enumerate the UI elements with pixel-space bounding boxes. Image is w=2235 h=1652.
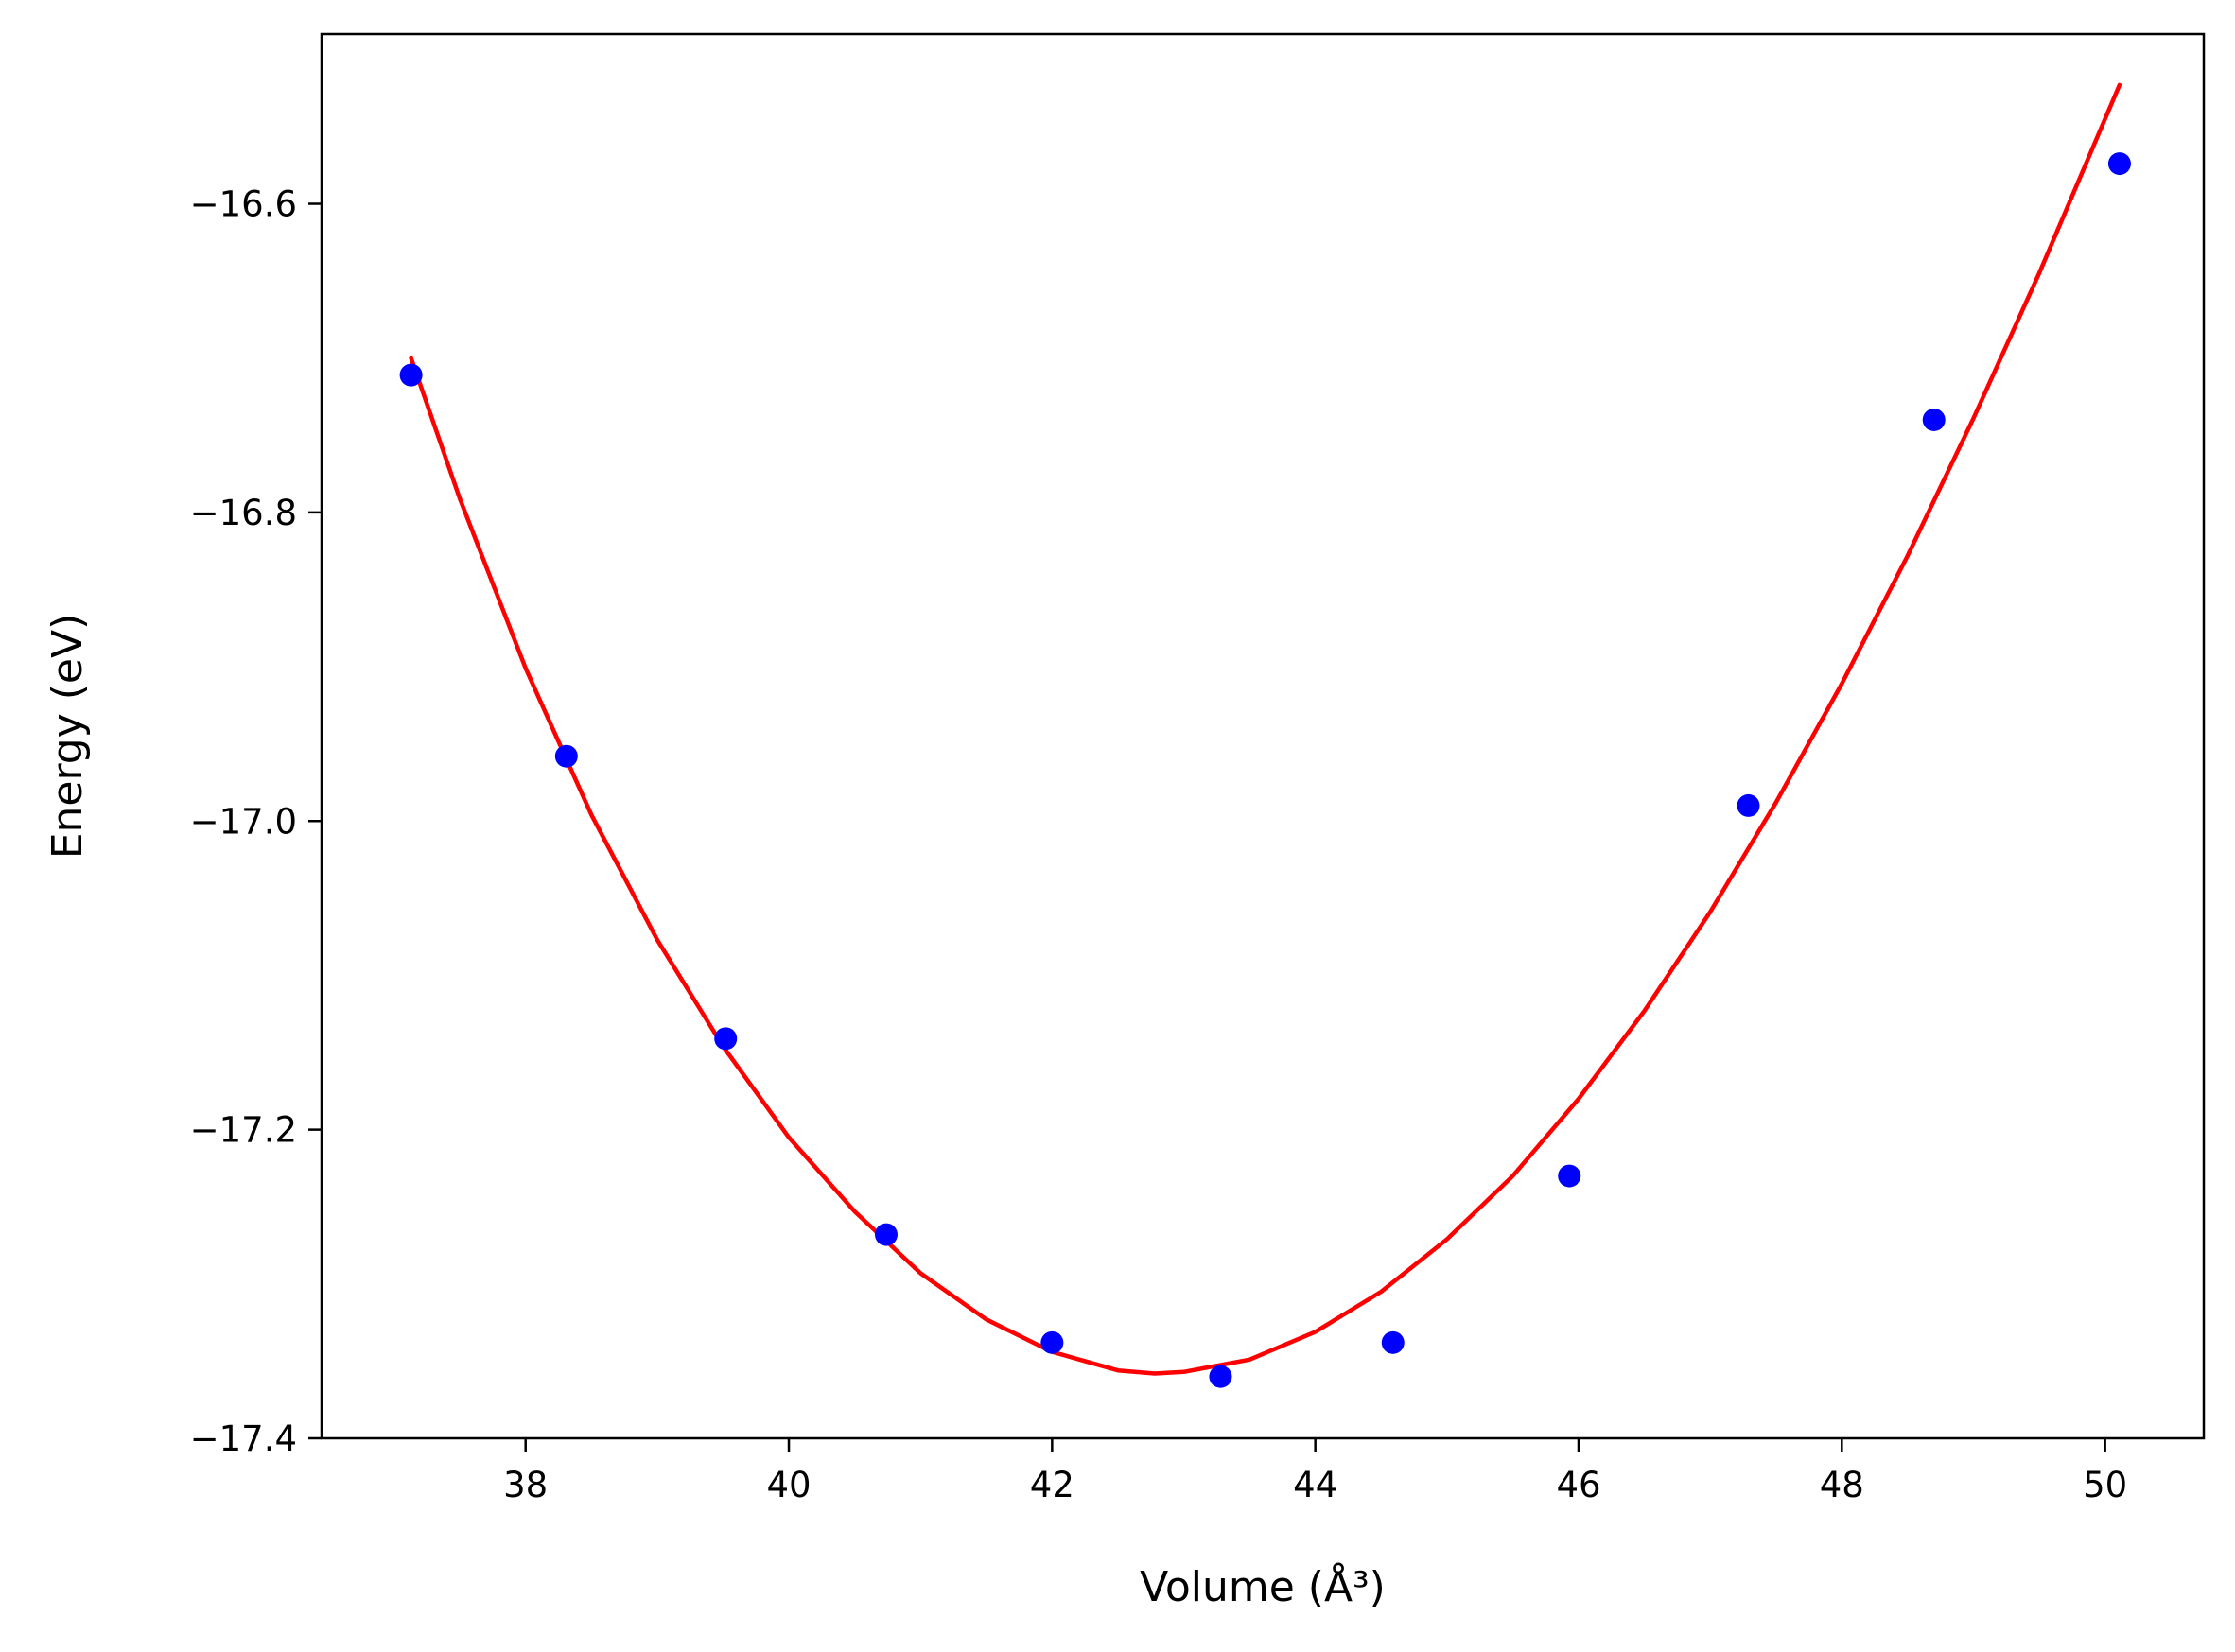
x-tick-label: 42: [1030, 1465, 1074, 1505]
y-tick-label: −16.8: [190, 493, 297, 533]
x-tick-label: 50: [2083, 1465, 2127, 1505]
y-tick-label: −17.4: [190, 1418, 297, 1459]
data-point: [1209, 1365, 1232, 1388]
x-tick-label: 38: [503, 1465, 548, 1505]
x-tick-label: 48: [1820, 1465, 1864, 1505]
data-point: [1922, 408, 1946, 431]
y-tick-label: −17.2: [190, 1110, 297, 1151]
data-point: [714, 1027, 738, 1051]
data-point: [2107, 152, 2131, 176]
x-tick-label: 46: [1556, 1465, 1600, 1505]
y-tick-label: −16.6: [190, 184, 297, 225]
data-point: [875, 1223, 898, 1246]
data-points: [399, 152, 2131, 1388]
x-axis-ticks: 38 40 42 44 46 48 50: [503, 1438, 2127, 1505]
x-axis-label: Volume (Å³): [1140, 1561, 1386, 1611]
x-tick-label: 40: [766, 1465, 811, 1505]
data-point: [554, 744, 578, 768]
y-tick-label: −17.0: [190, 801, 297, 842]
y-axis-ticks: −16.6 −16.8 −17.0 −17.2 −17.4: [190, 184, 322, 1459]
data-point: [1558, 1164, 1581, 1188]
axes-frame: [320, 32, 2206, 1440]
plot-area: [399, 82, 2131, 1388]
data-point: [399, 363, 423, 387]
y-axis-label: Energy (eV): [44, 614, 92, 860]
x-tick-label: 44: [1293, 1465, 1337, 1505]
data-point: [1381, 1330, 1405, 1354]
data-point: [1737, 793, 1760, 817]
data-point: [1040, 1330, 1064, 1354]
fit-curve: [409, 82, 2122, 1376]
